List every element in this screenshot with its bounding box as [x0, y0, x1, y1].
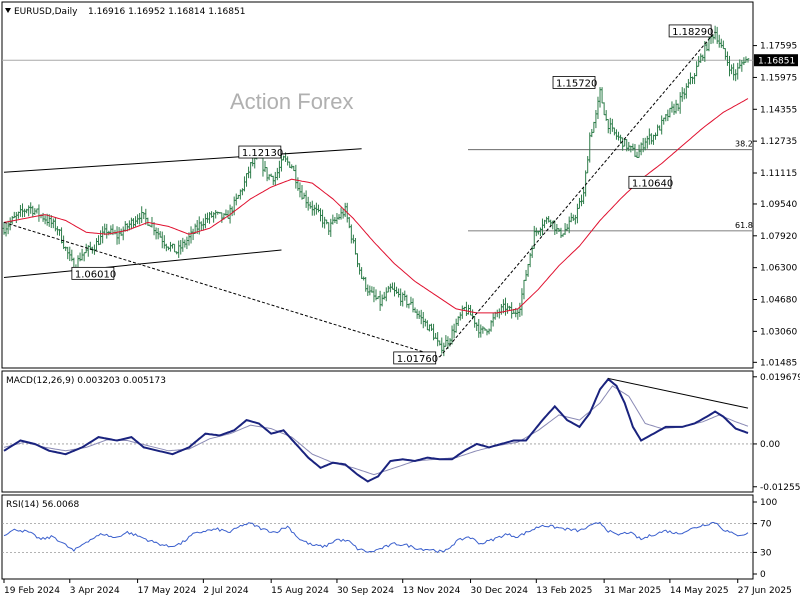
price-level-label: 1.06010	[71, 266, 116, 280]
collapse-arrow-icon[interactable]	[5, 8, 11, 13]
macd-panel	[1, 370, 754, 493]
symbol-label: EURUSD,Daily	[14, 7, 78, 17]
rsi-y-tick-label: 100	[760, 498, 777, 508]
macd-line	[3, 377, 749, 483]
rsi-line	[3, 521, 749, 554]
y-tick-label: 1.11115	[760, 169, 797, 179]
x-tick-label: 3 Apr 2024	[70, 586, 120, 596]
macd-trendline	[608, 377, 749, 409]
y-tick-label: 1.03060	[760, 327, 797, 337]
rsi-y-tick-label: 30	[760, 548, 772, 558]
svg-text:1.01760: 1.01760	[397, 354, 438, 365]
svg-text:1.15720: 1.15720	[556, 78, 597, 89]
rsi-panel	[1, 494, 754, 580]
x-tick-label: 14 May 2025	[670, 586, 729, 596]
y-tick-label: 1.09540	[760, 200, 797, 210]
rsi-y-tick-label: 0	[760, 570, 766, 580]
trendline	[3, 148, 362, 173]
rsi-y-tick-label: 70	[760, 520, 772, 530]
y-tick-label: 1.07920	[760, 232, 797, 242]
fib-level-label: 61.8	[735, 221, 753, 230]
y-tick-label: 1.12735	[760, 137, 797, 147]
y-tick-label: 1.04680	[760, 296, 797, 306]
moving-average-line	[3, 98, 749, 314]
macd-signal-line	[3, 385, 749, 476]
macd-y-tick-label: 0.00	[760, 440, 780, 450]
y-tick-label: 1.15975	[760, 73, 797, 83]
x-tick-label: 31 Mar 2025	[604, 586, 661, 596]
x-tick-label: 2 Jul 2024	[203, 586, 248, 596]
price-plot: 38.2 61.8 1.18290 1.15720 1.12130 1.10640 1.06…	[2, 24, 753, 365]
trendline	[3, 221, 440, 358]
y-tick-label: 1.06300	[760, 264, 797, 274]
price-level-label: 1.12130	[238, 145, 283, 159]
x-tick-label: 19 Feb 2024	[4, 586, 60, 596]
macd-y-tick-label: 0.019679	[760, 373, 800, 383]
price-level-label: 1.10640	[628, 175, 673, 189]
ohlc-readout: 1.16916 1.16952 1.16814 1.16851	[88, 7, 245, 17]
macd-y-tick-label: -0.012552	[760, 483, 800, 493]
watermark: Action Forex	[230, 89, 354, 114]
x-tick-label: 30 Dec 2024	[471, 586, 529, 596]
rsi-plot	[2, 521, 753, 554]
y-tick-label: 1.14355	[760, 105, 797, 115]
rsi-title: RSI(14) 56.0068	[6, 500, 79, 510]
x-tick-label: 13 Nov 2024	[403, 586, 461, 596]
y-tick-label: 1.17595	[760, 42, 797, 52]
trendline	[3, 249, 282, 278]
x-tick-label: 13 Feb 2025	[536, 586, 592, 596]
price-level-label: 1.18290	[668, 24, 713, 38]
x-tick-label: 30 Sep 2024	[337, 586, 394, 596]
trendline	[439, 31, 716, 358]
svg-text:1.10640: 1.10640	[632, 178, 673, 189]
current-price-tag	[754, 54, 798, 67]
macd-title: MACD(12,26,9) 0.003203 0.005173	[6, 376, 166, 386]
axes: 1.17595 1.15975 1.14355 1.12735 1.11115 1.095…	[3, 42, 800, 596]
x-tick-label: 17 May 2024	[138, 586, 197, 596]
price-level-label: 1.01760	[393, 351, 438, 365]
price-level-label: 1.15720	[552, 76, 597, 89]
x-tick-label: 27 Jun 2025	[738, 586, 792, 596]
x-tick-label: 15 Aug 2024	[271, 586, 329, 596]
y-tick-label: 1.01485	[760, 358, 797, 368]
current-price-label: 1.16851	[758, 57, 795, 67]
macd-plot	[2, 377, 753, 483]
price-panel	[1, 1, 754, 369]
svg-text:1.18290: 1.18290	[672, 27, 713, 38]
fib-level-label: 38.2	[735, 140, 753, 149]
svg-text:1.06010: 1.06010	[75, 269, 116, 280]
price-bar	[746, 58, 750, 63]
svg-text:1.12130: 1.12130	[242, 148, 283, 159]
